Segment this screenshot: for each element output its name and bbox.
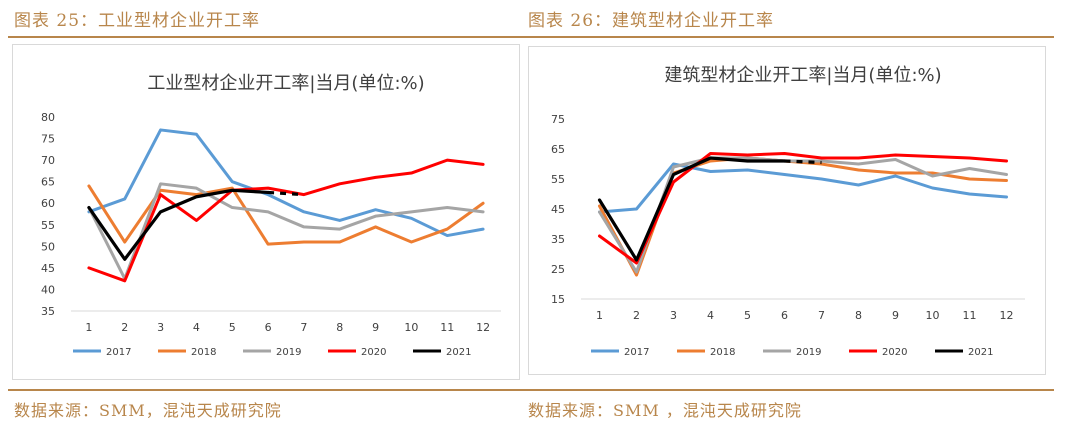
series-line-2017 — [598, 162, 1008, 214]
y-tick-label: 55 — [551, 173, 565, 186]
x-tick-label: 6 — [781, 309, 788, 322]
bottom-divider — [8, 389, 1054, 391]
y-tick-label: 60 — [41, 197, 55, 210]
series-line-2019 — [87, 182, 485, 281]
x-tick-label: 4 — [707, 309, 714, 322]
legend-label-2021: 2021 — [446, 347, 471, 358]
y-tick-label: 45 — [551, 203, 565, 216]
y-tick-label: 75 — [41, 133, 55, 146]
y-tick-label: 55 — [41, 219, 55, 232]
y-tick-label: 65 — [551, 143, 565, 156]
x-tick-label: 9 — [892, 309, 899, 322]
x-tick-label: 3 — [157, 321, 164, 334]
x-tick-label: 8 — [855, 309, 862, 322]
series-line-2021-partial — [267, 190, 305, 197]
x-tick-label: 8 — [336, 321, 343, 334]
y-tick-label: 35 — [41, 305, 55, 318]
x-tick-label: 5 — [229, 321, 236, 334]
x-tick-label: 6 — [265, 321, 272, 334]
legend-label-2021: 2021 — [968, 347, 993, 358]
x-tick-label: 7 — [300, 321, 307, 334]
figure-caption-25: 图表 25：工业型材企业开工率 — [14, 11, 261, 31]
x-tick-label: 1 — [85, 321, 92, 334]
x-tick-label: 4 — [193, 321, 200, 334]
legend-label-2018: 2018 — [710, 347, 735, 358]
y-tick-label: 15 — [551, 293, 565, 306]
top-divider — [8, 36, 1054, 38]
legend-label-2018: 2018 — [191, 347, 216, 358]
x-tick-label: 12 — [1000, 309, 1014, 322]
y-tick-label: 65 — [41, 176, 55, 189]
chart-title: 工业型材企业开工率|当月(单位:%) — [147, 73, 424, 94]
y-tick-label: 50 — [41, 240, 55, 253]
legend-label-2020: 2020 — [361, 347, 386, 358]
y-tick-label: 35 — [551, 233, 565, 246]
y-tick-label: 75 — [551, 113, 565, 126]
x-tick-label: 9 — [372, 321, 379, 334]
figure-caption-26: 图表 26：建筑型材企业开工率 — [528, 11, 775, 31]
x-tick-label: 11 — [963, 309, 977, 322]
y-tick-label: 25 — [551, 263, 565, 276]
series-line-2021 — [87, 188, 270, 261]
x-tick-label: 5 — [744, 309, 751, 322]
series-line-2020 — [598, 152, 1008, 265]
x-tick-label: 7 — [818, 309, 825, 322]
y-tick-label: 70 — [41, 154, 55, 167]
chart-panel-construction: 建筑型材企业开工率|当月(单位:%) 15 25 35 45 55 65 75 1 2 3 4 5 6 7 8… — [528, 46, 1046, 375]
y-tick-label: 45 — [41, 262, 55, 275]
legend-label-2020: 2020 — [882, 347, 907, 358]
legend-label-2019: 2019 — [796, 347, 821, 358]
series-line-2021 — [597, 156, 787, 262]
x-tick-label: 12 — [476, 321, 490, 334]
x-tick-label: 10 — [404, 321, 418, 334]
legend-label-2019: 2019 — [276, 347, 301, 358]
series-line-2020 — [87, 158, 485, 283]
y-tick-label: 40 — [41, 283, 55, 296]
x-tick-label: 2 — [633, 309, 640, 322]
data-source-left: 数据来源：SMM，混沌天成研究院 — [14, 401, 282, 420]
x-tick-label: 1 — [596, 309, 603, 322]
chart-title: 建筑型材企业开工率|当月(单位:%) — [664, 65, 941, 86]
series-line-2017 — [87, 128, 485, 238]
legend-label-2017: 2017 — [624, 347, 649, 358]
x-tick-label: 2 — [121, 321, 128, 334]
x-tick-label: 11 — [440, 321, 454, 334]
series-line-2019 — [598, 156, 1008, 274]
x-tick-label: 10 — [926, 309, 940, 322]
legend-label-2017: 2017 — [106, 347, 131, 358]
data-source-right: 数据来源：SMM ，混沌天成研究院 — [528, 401, 802, 420]
y-tick-label: 80 — [41, 111, 55, 124]
x-tick-label: 3 — [670, 309, 677, 322]
chart-panel-industrial: 工业型材企业开工率|当月(单位:%) 35 40 45 50 55 60 65 70 75 80 1 2… — [12, 44, 520, 380]
